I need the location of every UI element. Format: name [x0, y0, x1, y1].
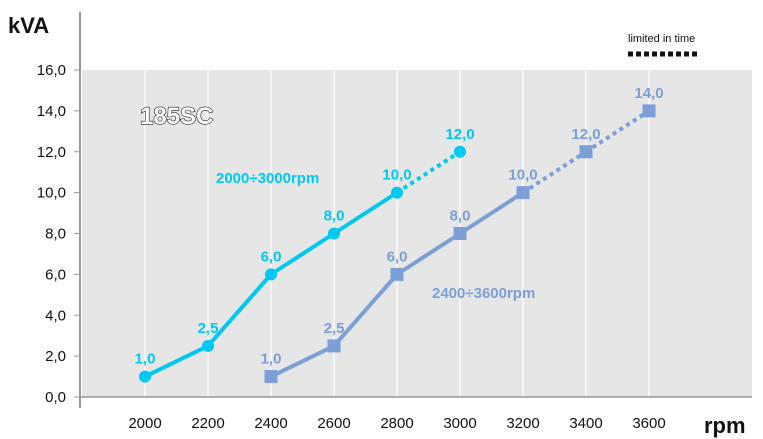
series-1: 1,0 2,5 6,0 8,0 10,0 12,0 14,0	[261, 85, 664, 384]
y-tick-0-0: 0,0	[45, 389, 66, 406]
series-1-label-5: 12,0	[571, 126, 600, 143]
series-1-segment-1	[332, 273, 399, 348]
series-1-label-3: 8,0	[450, 208, 471, 225]
y-tick-labels: 0,0 2,0 4,0 6,0 8,0 10,0 12,0 14,0 16,0	[37, 62, 80, 406]
y-axis-title: kVA	[8, 13, 49, 38]
y-tick-12-0: 12,0	[37, 144, 66, 161]
y-tick-8-0: 8,0	[45, 226, 66, 243]
x-tick-3200: 3200	[506, 415, 539, 432]
x-tick-2000: 2000	[128, 415, 161, 432]
series-0-point-0	[139, 370, 151, 383]
x-tick-2600: 2600	[317, 415, 350, 432]
series-0-segment-1	[206, 273, 273, 348]
y-tick-14-0: 14,0	[37, 103, 66, 120]
series-1-point-0	[264, 370, 278, 384]
series-label-2400-3600rpm: 2400÷3600rpm	[432, 285, 535, 302]
series-layer: 1,0 2,5 6,0 8,0 10,0 12,0 1,0 2,5 6,0 8,0 10,0 12,0…	[135, 85, 664, 384]
series-1-point-5	[579, 145, 593, 159]
series-1-point-6	[642, 104, 656, 118]
x-tick-2200: 2200	[191, 415, 224, 432]
y-tick-6-0: 6,0	[45, 266, 66, 283]
series-0-label-4: 10,0	[382, 167, 411, 184]
series-0-label-1: 2,5	[198, 320, 219, 337]
series-0-point-4	[391, 186, 403, 199]
series-0: 1,0 2,5 6,0 8,0 10,0 12,0	[135, 126, 475, 383]
series-1-label-1: 2,5	[324, 320, 345, 337]
series-0-segment-0	[144, 344, 209, 379]
x-tick-labels: 2000 2200 2400 2600 2800 3000 3200 3400 3600	[128, 415, 665, 432]
series-0-point-3	[328, 227, 340, 240]
y-tick-10-0: 10,0	[37, 185, 66, 202]
series-0-segment-2	[269, 231, 336, 277]
series-0-point-5	[454, 145, 466, 158]
x-tick-3000: 3000	[443, 415, 476, 432]
series-1-label-6: 14,0	[634, 85, 663, 102]
x-tick-2800: 2800	[380, 415, 413, 432]
series-0-label-5: 12,0	[445, 126, 474, 143]
y-tick-2-0: 2,0	[45, 348, 66, 365]
y-tick-16-0: 16,0	[37, 62, 66, 79]
series-1-point-2	[390, 267, 404, 281]
series-0-label-3: 8,0	[324, 208, 345, 225]
x-tick-2400: 2400	[254, 415, 287, 432]
legend-limited-label: limited in time	[628, 33, 695, 45]
series-1-label-2: 6,0	[387, 248, 408, 265]
series-1-point-1	[327, 339, 341, 353]
series-0-segment-3	[332, 190, 399, 236]
x-tick-3400: 3400	[569, 415, 602, 432]
plot-area	[82, 70, 752, 397]
series-0-point-2	[265, 268, 277, 281]
series-0-label-2: 6,0	[261, 248, 282, 265]
series-0-point-1	[202, 339, 214, 352]
series-1-segment-3	[458, 190, 525, 236]
x-axis-title: rpm	[704, 413, 746, 438]
series-1-label-0: 1,0	[261, 351, 282, 368]
model-label: 185SC	[140, 103, 213, 130]
series-label-2000-3000rpm: 2000÷3000rpm	[216, 170, 319, 187]
series-1-segment-2	[395, 231, 462, 277]
y-tick-4-0: 4,0	[45, 307, 66, 324]
series-0-label-0: 1,0	[135, 351, 156, 368]
series-1-label-4: 10,0	[508, 167, 537, 184]
series-1-point-3	[453, 227, 467, 240]
x-tick-3600: 3600	[632, 415, 665, 432]
series-1-segment-0	[270, 344, 335, 379]
series-1-point-4	[516, 186, 530, 200]
